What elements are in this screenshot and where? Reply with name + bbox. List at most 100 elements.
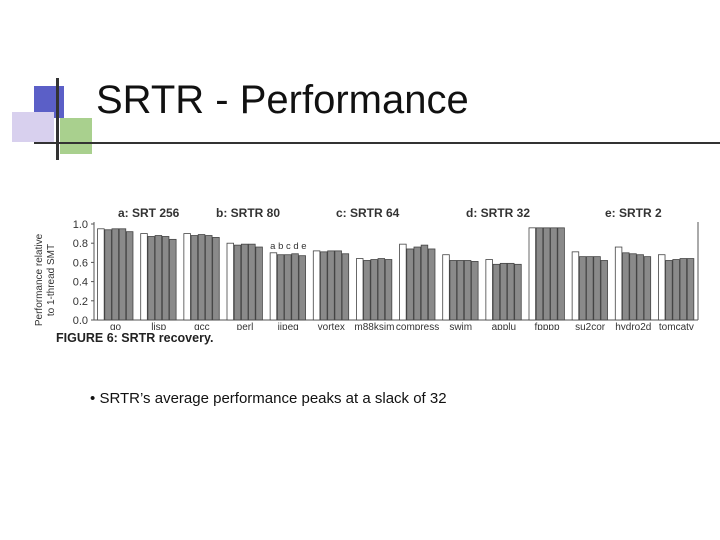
x-tick-labels: go lisp gcc perl ijpeg vortex m88ksim compress s…	[110, 322, 694, 330]
bar-swim-e	[471, 261, 479, 321]
bar-go-d	[118, 228, 127, 321]
bar-ijpeg-b	[276, 254, 285, 321]
bar-compress-d	[420, 244, 429, 321]
bar-hydro2d-e	[643, 256, 652, 321]
bar-applu-e	[514, 263, 522, 321]
legend-entry-d: d: SRTR 32	[466, 206, 530, 220]
y-tick-label: 0.2	[73, 296, 88, 308]
bar-hydro2d-d	[636, 254, 644, 321]
bar-vortex-c	[327, 250, 335, 321]
bar-tomcatv-e	[686, 258, 695, 321]
x-tick-label-go: go	[110, 322, 122, 330]
bar-compress-c	[413, 246, 421, 321]
bar-tomcatv-c	[672, 259, 680, 321]
title-decoration-lavender-square	[12, 112, 54, 142]
bar-perl-d	[248, 243, 256, 321]
bar-swim-a	[442, 254, 450, 321]
bar-m88ksim-a	[356, 258, 364, 321]
bar-fpppp-e	[557, 227, 565, 321]
bar-su2cor-a	[571, 251, 580, 321]
bar-tomcatv-d	[679, 258, 688, 321]
y-tick-labels: 0.0 0.2 0.4 0.6 0.8 1.0	[73, 219, 94, 327]
bar-lisp-c	[154, 235, 163, 321]
bar-su2cor-c	[586, 256, 594, 321]
bar-lisp-e	[169, 238, 177, 321]
title-decoration-green-square	[60, 118, 92, 154]
title-decoration-vertical-line	[56, 78, 59, 160]
bullet-point: • SRTR’s average performance peaks at a …	[90, 390, 447, 407]
bar-go-e	[125, 231, 134, 321]
bar-fpppp-a	[528, 227, 536, 321]
bar-gcc-c	[197, 234, 206, 321]
x-tick-label-compress: compress	[396, 322, 439, 330]
chart-legend: a: SRT 256 b: SRTR 80 c: SRTR 64 d: SRTR 32…	[118, 206, 662, 220]
bar-vortex-d	[334, 250, 342, 321]
bar-m88ksim-b	[363, 260, 371, 321]
x-tick-label-swim: swim	[449, 322, 472, 330]
srtr-recovery-chart: Performance relative to 1-thread SMT 0.0…	[34, 206, 699, 330]
x-tick-label-hydro2d: hydro2d	[615, 322, 651, 330]
legend-entry-e: e: SRTR 2	[605, 206, 662, 220]
y-axis-label-line-1: Performance relative	[34, 233, 45, 326]
y-axis-label-line-2: to 1-thread SMT	[46, 244, 57, 316]
x-tick-label-perl: perl	[237, 322, 254, 330]
x-tick-label-gcc: gcc	[194, 322, 210, 330]
bar-ijpeg-a	[269, 252, 278, 321]
bar-perl-a	[226, 242, 234, 321]
bar-lisp-d	[161, 236, 170, 321]
bar-hydro2d-a	[614, 246, 623, 321]
bar-go-c	[111, 228, 119, 321]
legend-entry-c: c: SRTR 64	[336, 206, 400, 220]
bar-ijpeg-d	[291, 253, 299, 321]
x-tick-label-m88ksim: m88ksim	[354, 322, 394, 330]
bar-applu-c	[499, 262, 508, 321]
bar-applu-d	[507, 262, 515, 321]
bar-swim-b	[449, 260, 457, 321]
y-tick-label: 0.8	[73, 238, 88, 250]
bar-lisp-b	[147, 236, 155, 321]
x-tick-label-tomcatv: tomcatv	[659, 322, 694, 330]
y-tick-label: 0.0	[73, 315, 88, 327]
bar-m88ksim-c	[370, 259, 378, 321]
bar-go-a	[97, 228, 105, 321]
bar-compress-b	[406, 248, 414, 321]
bar-lisp-a	[140, 233, 148, 321]
x-tick-label-su2cor: su2cor	[575, 322, 606, 330]
bar-su2cor-b	[578, 256, 587, 321]
bullet-text: SRTR’s average performance peaks at a sl…	[99, 390, 447, 407]
x-tick-label-vortex: vortex	[318, 322, 345, 330]
bar-hydro2d-c	[629, 253, 637, 321]
bar-tomcatv-a	[658, 254, 666, 321]
legend-entry-b: b: SRTR 80	[216, 206, 280, 220]
bar-fpppp-b	[535, 227, 544, 321]
bar-perl-e	[255, 246, 263, 321]
bar-applu-b	[492, 263, 501, 321]
figure-caption: FIGURE 6: SRTR recovery.	[56, 331, 214, 345]
bar-order-letters: a b c d e	[270, 241, 306, 252]
bar-gcc-e	[212, 237, 220, 321]
y-tick-label: 1.0	[73, 219, 88, 231]
slide-title: SRTR - Performance	[96, 78, 469, 122]
bar-gcc-b	[190, 235, 199, 321]
bar-swim-c	[456, 260, 465, 321]
bar-su2cor-e	[600, 260, 608, 321]
x-tick-label-ijpeg: ijpeg	[278, 322, 299, 330]
bar-swim-d	[463, 260, 472, 321]
chart-bars	[97, 227, 695, 321]
bar-gcc-d	[205, 235, 213, 321]
legend-entry-a: a: SRT 256	[118, 206, 180, 220]
bar-vortex-a	[312, 250, 321, 321]
bar-perl-b	[233, 244, 242, 321]
title-underline	[34, 142, 720, 144]
bar-ijpeg-c	[284, 254, 292, 321]
bar-fpppp-c	[543, 227, 551, 321]
x-tick-label-lisp: lisp	[151, 322, 166, 330]
bar-go-b	[104, 229, 112, 321]
y-tick-label: 0.4	[73, 277, 88, 289]
bar-tomcatv-b	[665, 260, 673, 321]
bar-su2cor-d	[593, 256, 601, 321]
x-tick-label-applu: applu	[492, 322, 516, 330]
bar-m88ksim-d	[377, 258, 386, 321]
bullet-marker: •	[90, 390, 96, 407]
bar-vortex-b	[320, 251, 328, 321]
